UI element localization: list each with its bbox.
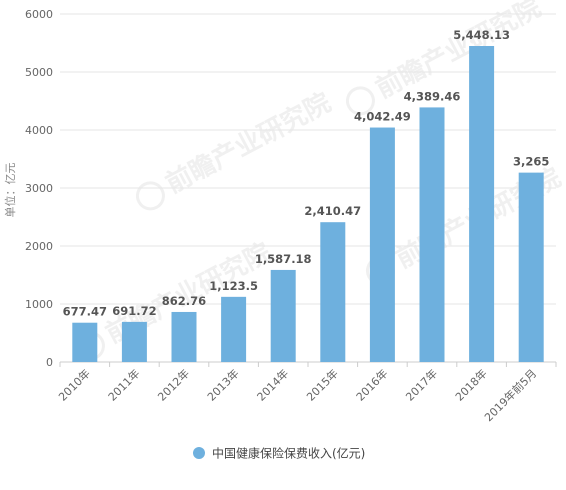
data-label: 691.72: [112, 304, 156, 318]
y-tick-label: 4000: [25, 124, 53, 137]
legend-label: 中国健康保险保费收入(亿元): [212, 446, 365, 461]
svg-text:前瞻产业研究院: 前瞻产业研究院: [161, 87, 336, 200]
bar[interactable]: [171, 311, 197, 362]
x-tick-label: 2010年: [55, 366, 92, 403]
bar[interactable]: [121, 321, 147, 362]
data-label: 677.47: [63, 305, 107, 319]
x-tick-label: 2016年: [353, 366, 390, 403]
legend[interactable]: 中国健康保险保费收入(亿元): [193, 446, 365, 461]
data-label: 1,123.5: [209, 279, 258, 293]
x-tick-label: 2019年前5月: [481, 366, 539, 424]
x-tick-label: 2017年: [403, 366, 440, 403]
y-tick-label: 6000: [25, 8, 53, 21]
y-tick-label: 5000: [25, 66, 53, 79]
data-labels: 677.47 691.72 862.761,123.5 1,587.18 2,410.4…: [63, 28, 550, 319]
bar[interactable]: [369, 127, 395, 362]
x-tick-label: 2013年: [204, 366, 241, 403]
bar[interactable]: [221, 296, 247, 362]
legend-marker: [193, 447, 205, 459]
bar[interactable]: [469, 46, 495, 363]
data-label: 4,389.46: [404, 89, 461, 103]
bar[interactable]: [72, 322, 98, 362]
x-tick-label: 2018年: [452, 366, 489, 403]
bars[interactable]: [72, 46, 544, 363]
x-tick-label: 2012年: [155, 366, 192, 403]
data-label: 2,410.47: [304, 204, 361, 218]
y-tick-label: 3000: [25, 182, 53, 195]
bar[interactable]: [518, 172, 544, 362]
bar[interactable]: [270, 269, 296, 362]
data-label: 862.76: [162, 294, 206, 308]
data-label: 3,265: [513, 155, 549, 169]
y-tick-label: 1000: [25, 298, 53, 311]
y-axis-title: 单位：亿元: [3, 163, 17, 218]
x-tick-label: 2014年: [254, 366, 291, 403]
watermark: 前瞻产业研究院: [135, 87, 336, 211]
bar[interactable]: [419, 107, 445, 363]
x-tick-label: 2011年: [105, 366, 142, 403]
y-tick-label: 2000: [25, 240, 53, 253]
bar[interactable]: [320, 222, 346, 362]
data-label: 1,587.18: [255, 252, 312, 266]
x-tick-label: 2015年: [303, 366, 340, 403]
y-tick-label: 0: [46, 356, 53, 369]
data-label: 4,042.49: [354, 110, 411, 124]
data-label: 5,448.13: [453, 28, 510, 42]
